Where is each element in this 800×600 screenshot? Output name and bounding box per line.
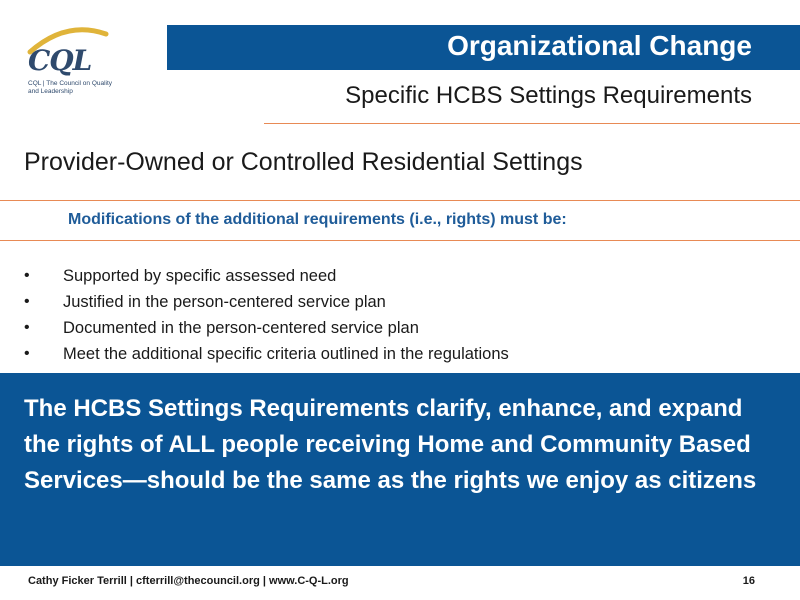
subtitle-divider <box>264 123 800 124</box>
bullet-icon: • <box>24 345 30 362</box>
cql-logo: CQL CQL | The Council on Quality and Lea… <box>22 20 118 100</box>
logo-arc-icon <box>27 27 109 55</box>
bullet-icon: • <box>24 267 30 284</box>
footer: Cathy Ficker Terrill | cfterrill@thecoun… <box>28 575 755 587</box>
list-item-text: Justified in the person-centered service… <box>63 293 386 311</box>
list-item-text: Meet the additional specific criteria ou… <box>63 345 509 363</box>
list-item: • Documented in the person-centered servi… <box>24 315 509 341</box>
modifications-bottom-divider <box>0 240 800 241</box>
callout-box: The HCBS Settings Requirements clarify, … <box>0 373 800 566</box>
list-item: • Justified in the person-centered servic… <box>24 289 509 315</box>
modifications-heading: Modifications of the additional requirem… <box>68 211 567 228</box>
bullet-icon: • <box>24 319 30 336</box>
page-subtitle: Specific HCBS Settings Requirements <box>345 82 752 109</box>
list-item: • Meet the additional specific criteria o… <box>24 341 509 367</box>
page-title: Organizational Change <box>447 30 752 61</box>
list-item: • Supported by specific assessed need <box>24 263 509 289</box>
list-item-text: Documented in the person-centered servic… <box>63 319 419 337</box>
section-heading: Provider-Owned or Controlled Residential… <box>24 148 583 176</box>
page-number: 16 <box>742 575 755 587</box>
requirements-list: • Supported by specific assessed need • Ju… <box>24 263 509 367</box>
title-bar: Organizational Change <box>167 25 800 70</box>
list-item-text: Supported by specific assessed need <box>63 267 337 285</box>
logo-tagline: CQL | The Council on Quality and Leaders… <box>28 80 113 95</box>
logo-wordmark: CQL <box>28 44 92 77</box>
modifications-top-divider <box>0 200 800 201</box>
footer-contact: Cathy Ficker Terrill | cfterrill@thecoun… <box>28 575 349 587</box>
bullet-icon: • <box>24 293 30 310</box>
callout-text: The HCBS Settings Requirements clarify, … <box>24 395 757 494</box>
